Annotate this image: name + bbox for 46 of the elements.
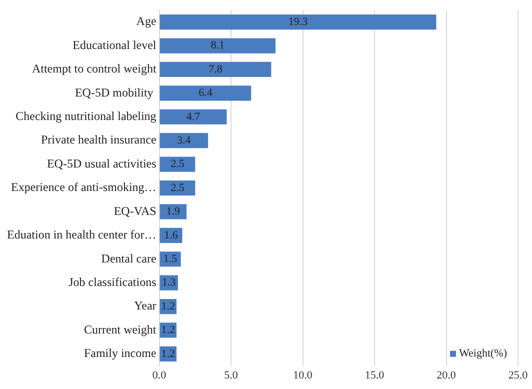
bar: [160, 204, 187, 220]
y-tick-label: Experience of anti-smoking…: [10, 180, 156, 194]
y-tick-label: Family income: [84, 346, 156, 360]
bar: [160, 38, 276, 54]
data-label: 2.5: [170, 158, 185, 170]
x-tick-label: 10.0: [293, 369, 313, 382]
y-tick-label: Job classifications: [68, 274, 157, 289]
data-label: 1.2: [161, 324, 176, 336]
y-tick-label: Private health insurance: [40, 132, 156, 147]
bar: [160, 109, 227, 124]
data-label: 1.2: [161, 348, 176, 360]
data-label: 6.4: [198, 87, 213, 100]
x-tick-label: 0.0: [152, 369, 167, 382]
data-label: 4.7: [186, 110, 201, 123]
y-tick-label: Age: [136, 14, 156, 28]
data-label: 3.4: [177, 134, 192, 146]
y-tick-label: EQ-5D usual activities: [46, 156, 157, 170]
y-tick-label: Educational level: [72, 38, 157, 52]
data-label: 1.5: [163, 253, 178, 266]
bar: [160, 133, 208, 148]
data-label: 1.2: [161, 300, 176, 312]
data-label: 7.8: [208, 63, 223, 76]
y-tick-label: EQ-VAS: [114, 204, 156, 218]
data-label: 19.3: [288, 16, 308, 28]
data-label: 8.1: [210, 40, 225, 52]
legend-label: Weight(%): [459, 348, 508, 360]
bar: [160, 180, 196, 196]
x-tick-label: 15.0: [364, 369, 385, 382]
bar: [160, 156, 196, 172]
data-label: 1.6: [164, 229, 178, 242]
y-tick-label: Current weight: [84, 322, 157, 336]
data-label: 1.9: [166, 206, 181, 218]
bar: [160, 14, 436, 30]
x-tick-label: 5.0: [224, 369, 238, 382]
y-tick-label: Dental care: [101, 251, 156, 266]
y-tick-label: Year: [134, 298, 156, 313]
y-tick-label: Checking nutritional labeling: [16, 109, 156, 124]
data-label: 1.3: [162, 276, 176, 289]
bar: [160, 62, 272, 78]
y-tick-label: Attempt to control weight: [32, 62, 157, 76]
x-tick-label: 20.0: [436, 369, 456, 382]
data-label: 2.5: [170, 182, 185, 194]
bar: [160, 86, 252, 101]
y-tick-label: Eduation in health center for…: [7, 228, 156, 242]
x-tick-label: 25.0: [508, 369, 528, 382]
y-tick-label: EQ-5D mobility: [74, 85, 156, 100]
